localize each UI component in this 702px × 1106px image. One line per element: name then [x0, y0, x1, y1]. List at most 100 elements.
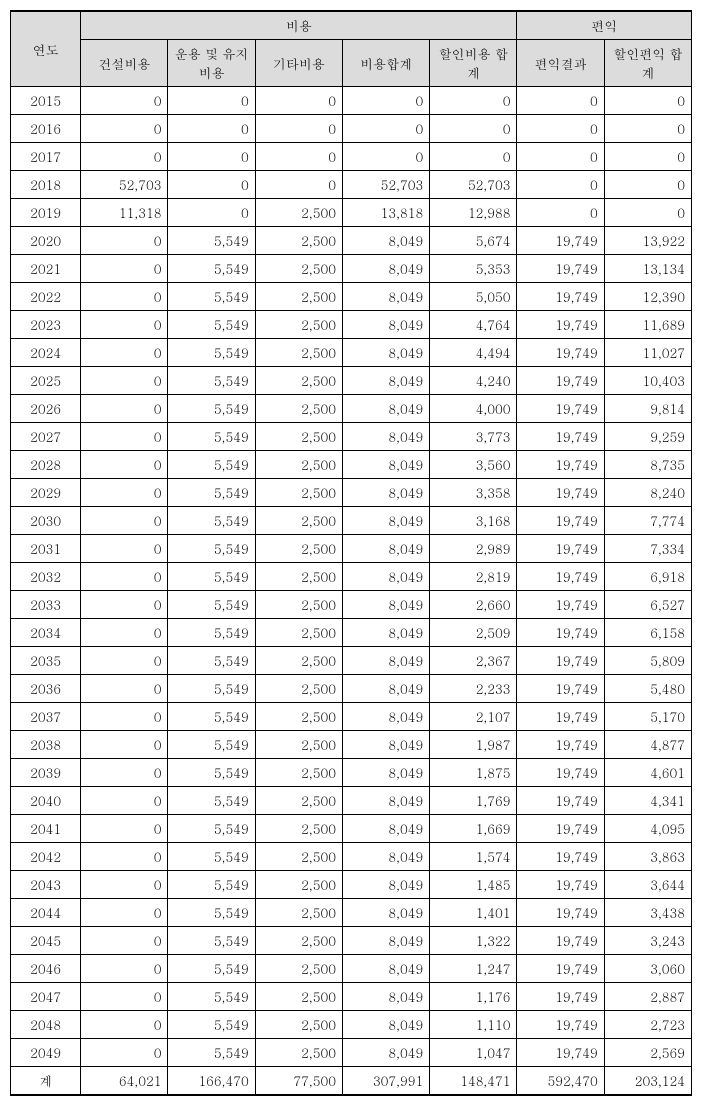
cell-year: 2035: [11, 647, 81, 675]
cell-c7: 4,877: [604, 731, 691, 759]
cell-c7: 3,060: [604, 955, 691, 983]
cell-c4: 8,049: [342, 647, 429, 675]
cell-year: 2024: [11, 339, 81, 367]
total-label: 계: [11, 1067, 81, 1096]
cell-c2: 5,549: [168, 675, 255, 703]
cell-c2: 5,549: [168, 647, 255, 675]
cell-year: 2042: [11, 843, 81, 871]
cell-c7: 0: [604, 115, 691, 143]
cell-c2: 0: [168, 199, 255, 227]
cell-c4: 8,049: [342, 955, 429, 983]
header-discount-cost: 할인비용 합계: [430, 40, 517, 87]
cell-c5: 1,322: [430, 927, 517, 955]
cell-c2: 5,549: [168, 339, 255, 367]
cell-c5: 3,358: [430, 479, 517, 507]
cell-c3: 2,500: [255, 1011, 342, 1039]
cell-c1: 0: [81, 759, 168, 787]
table-row: 202905,5492,5008,0493,35819,7498,240: [11, 479, 692, 507]
cell-c4: 8,049: [342, 983, 429, 1011]
cell-year: 2017: [11, 143, 81, 171]
cell-c6: 19,749: [517, 759, 604, 787]
cell-c7: 3,243: [604, 927, 691, 955]
cell-year: 2036: [11, 675, 81, 703]
cell-c4: 8,049: [342, 479, 429, 507]
cell-c2: 5,549: [168, 507, 255, 535]
cell-c1: 0: [81, 1011, 168, 1039]
cell-c3: 0: [255, 87, 342, 115]
cell-year: 2016: [11, 115, 81, 143]
cell-c2: 5,549: [168, 731, 255, 759]
cell-c1: 0: [81, 815, 168, 843]
cell-c6: 19,749: [517, 675, 604, 703]
table-row: 203105,5492,5008,0492,98919,7497,334: [11, 535, 692, 563]
cell-c1: 52,703: [81, 171, 168, 199]
table-row: 204505,5492,5008,0491,32219,7493,243: [11, 927, 692, 955]
cell-c1: 0: [81, 871, 168, 899]
cell-c7: 8,735: [604, 451, 691, 479]
cell-c1: 0: [81, 87, 168, 115]
cell-c3: 2,500: [255, 395, 342, 423]
cell-c2: 5,549: [168, 1011, 255, 1039]
cell-c5: 2,233: [430, 675, 517, 703]
cell-c7: 4,601: [604, 759, 691, 787]
cell-year: 2022: [11, 283, 81, 311]
cell-c7: 9,259: [604, 423, 691, 451]
cell-year: 2026: [11, 395, 81, 423]
cell-c7: 8,240: [604, 479, 691, 507]
cell-year: 2019: [11, 199, 81, 227]
table-row: 202505,5492,5008,0494,24019,74910,403: [11, 367, 692, 395]
cell-c3: 2,500: [255, 843, 342, 871]
cell-c6: 19,749: [517, 731, 604, 759]
cell-c6: 19,749: [517, 535, 604, 563]
cell-year: 2040: [11, 787, 81, 815]
cell-c1: 0: [81, 507, 168, 535]
cell-c5: 1,247: [430, 955, 517, 983]
cell-c2: 5,549: [168, 927, 255, 955]
table-row: 203305,5492,5008,0492,66019,7496,527: [11, 591, 692, 619]
cell-c5: 2,989: [430, 535, 517, 563]
cell-c6: 19,749: [517, 507, 604, 535]
header-discount-benefit: 할인편익 합계: [604, 40, 691, 87]
cell-c5: 0: [430, 87, 517, 115]
cell-c5: 1,574: [430, 843, 517, 871]
cell-c5: 4,240: [430, 367, 517, 395]
cell-c1: 0: [81, 843, 168, 871]
header-benefit-result: 편익결과: [517, 40, 604, 87]
cell-c4: 8,049: [342, 283, 429, 311]
cell-c6: 19,749: [517, 563, 604, 591]
cell-c6: 19,749: [517, 423, 604, 451]
cell-c2: 0: [168, 143, 255, 171]
cell-c2: 5,549: [168, 871, 255, 899]
cell-c1: 0: [81, 675, 168, 703]
cell-c1: 0: [81, 787, 168, 815]
cell-c5: 0: [430, 115, 517, 143]
table-row: 203205,5492,5008,0492,81919,7496,918: [11, 563, 692, 591]
cell-c4: 8,049: [342, 563, 429, 591]
cell-c1: 0: [81, 647, 168, 675]
cell-c2: 5,549: [168, 563, 255, 591]
cell-c4: 0: [342, 143, 429, 171]
cell-c6: 19,749: [517, 871, 604, 899]
cell-c1: 0: [81, 535, 168, 563]
cell-c6: 0: [517, 171, 604, 199]
total-row: 계 64,021 166,470 77,500 307,991 148,471 …: [11, 1067, 692, 1096]
cell-c3: 2,500: [255, 871, 342, 899]
cell-c5: 2,819: [430, 563, 517, 591]
cell-year: 2027: [11, 423, 81, 451]
table-row: 201852,7030052,70352,70300: [11, 171, 692, 199]
cell-c2: 5,549: [168, 395, 255, 423]
cell-c1: 0: [81, 339, 168, 367]
table-row: 203005,5492,5008,0493,16819,7497,774: [11, 507, 692, 535]
cell-c3: 2,500: [255, 927, 342, 955]
cell-c1: 0: [81, 703, 168, 731]
cell-c1: 0: [81, 619, 168, 647]
table-row: 203505,5492,5008,0492,36719,7495,809: [11, 647, 692, 675]
cell-c2: 5,549: [168, 759, 255, 787]
cell-c2: 5,549: [168, 619, 255, 647]
table-row: 204205,5492,5008,0491,57419,7493,863: [11, 843, 692, 871]
total-c2: 166,470: [168, 1067, 255, 1096]
cell-c2: 5,549: [168, 311, 255, 339]
cell-c3: 2,500: [255, 339, 342, 367]
table-row: 203805,5492,5008,0491,98719,7494,877: [11, 731, 692, 759]
cell-c4: 8,049: [342, 843, 429, 871]
